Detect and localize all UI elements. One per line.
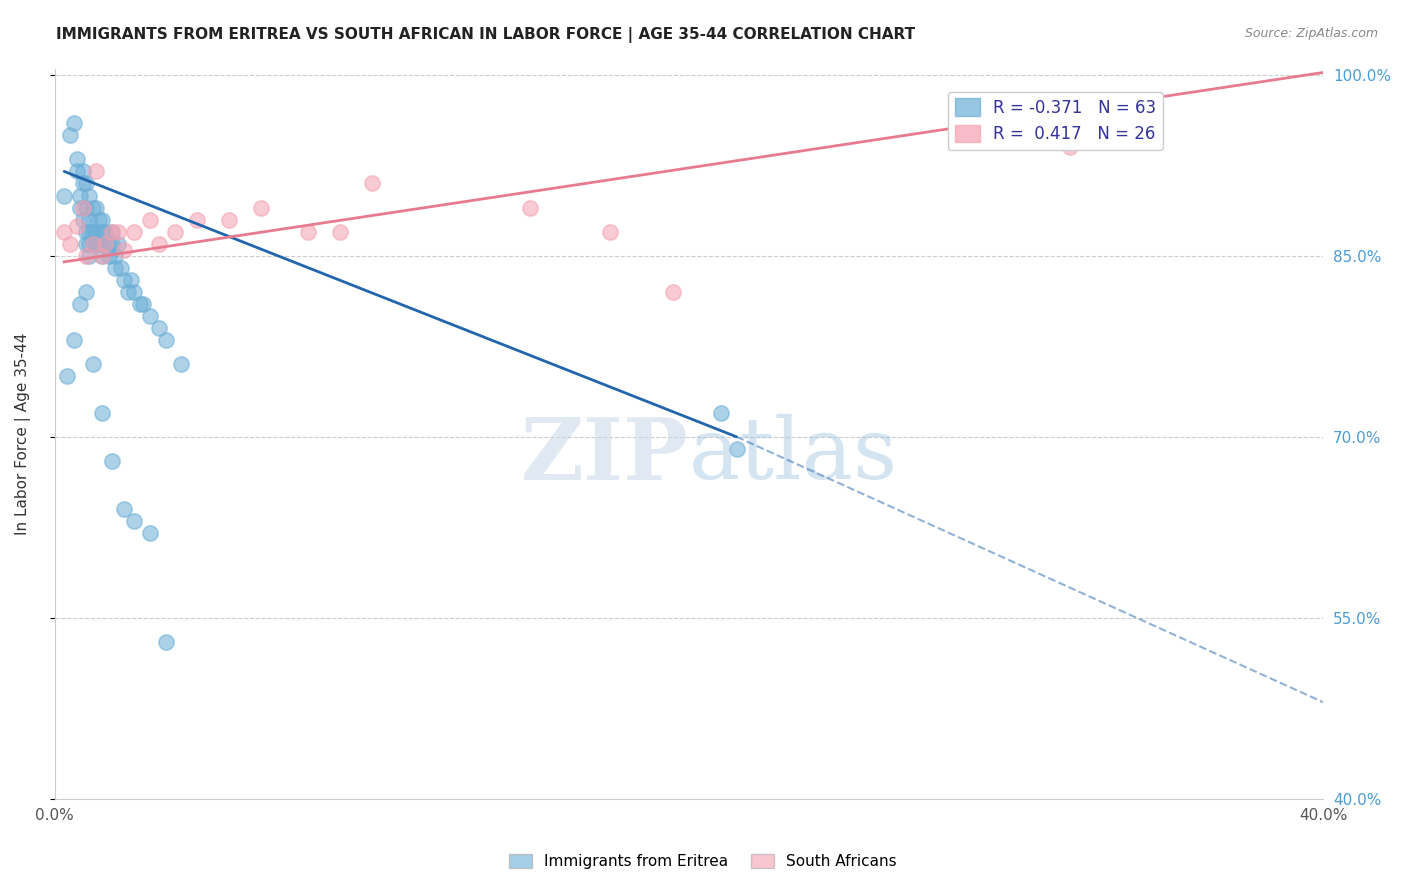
Point	[662, 285, 685, 299]
Point	[112, 273, 135, 287]
Point	[186, 212, 208, 227]
Point	[97, 236, 120, 251]
Point	[91, 212, 114, 227]
Text: Source: ZipAtlas.com: Source: ZipAtlas.com	[1244, 27, 1378, 40]
Point	[122, 514, 145, 528]
Point	[91, 249, 114, 263]
Point	[100, 454, 122, 468]
Point	[139, 309, 162, 323]
Point	[599, 225, 621, 239]
Point	[94, 236, 117, 251]
Point	[519, 201, 541, 215]
Point	[87, 212, 110, 227]
Point	[72, 212, 94, 227]
Text: atlas: atlas	[689, 414, 898, 497]
Point	[56, 369, 79, 384]
Point	[59, 236, 82, 251]
Y-axis label: In Labor Force | Age 35-44: In Labor Force | Age 35-44	[15, 333, 31, 535]
Point	[79, 225, 101, 239]
Point	[53, 225, 76, 239]
Point	[139, 212, 162, 227]
Point	[75, 285, 97, 299]
Point	[170, 358, 193, 372]
Point	[75, 249, 97, 263]
Point	[75, 201, 97, 215]
Point	[69, 201, 91, 215]
Point	[82, 358, 104, 372]
Point	[710, 406, 733, 420]
Point	[75, 225, 97, 239]
Point	[122, 225, 145, 239]
Point	[155, 635, 177, 649]
Text: ZIP: ZIP	[522, 414, 689, 498]
Point	[72, 164, 94, 178]
Point	[82, 236, 104, 251]
Point	[110, 260, 132, 275]
Point	[53, 188, 76, 202]
Point	[82, 236, 104, 251]
Point	[360, 177, 382, 191]
Legend: Immigrants from Eritrea, South Africans: Immigrants from Eritrea, South Africans	[503, 848, 903, 875]
Point	[120, 273, 142, 287]
Point	[107, 236, 129, 251]
Point	[66, 219, 89, 233]
Point	[97, 249, 120, 263]
Point	[107, 225, 129, 239]
Point	[72, 201, 94, 215]
Point	[91, 225, 114, 239]
Point	[91, 406, 114, 420]
Point	[100, 225, 122, 239]
Point	[79, 236, 101, 251]
Point	[84, 164, 107, 178]
Point	[66, 153, 89, 167]
Point	[1059, 140, 1081, 154]
Point	[112, 243, 135, 257]
Point	[79, 212, 101, 227]
Point	[69, 297, 91, 311]
Point	[79, 188, 101, 202]
Point	[82, 225, 104, 239]
Point	[297, 225, 319, 239]
Point	[94, 236, 117, 251]
Point	[329, 225, 352, 239]
Point	[218, 212, 240, 227]
Point	[122, 285, 145, 299]
Point	[62, 334, 84, 348]
Point	[84, 201, 107, 215]
Point	[155, 334, 177, 348]
Point	[129, 297, 152, 311]
Point	[72, 177, 94, 191]
Point	[69, 188, 91, 202]
Point	[148, 321, 170, 335]
Point	[87, 236, 110, 251]
Point	[165, 225, 187, 239]
Point	[104, 260, 127, 275]
Point	[75, 177, 97, 191]
Point	[148, 236, 170, 251]
Point	[82, 201, 104, 215]
Point	[112, 502, 135, 516]
Point	[249, 201, 271, 215]
Text: IMMIGRANTS FROM ERITREA VS SOUTH AFRICAN IN LABOR FORCE | AGE 35-44 CORRELATION : IMMIGRANTS FROM ERITREA VS SOUTH AFRICAN…	[56, 27, 915, 43]
Point	[91, 249, 114, 263]
Point	[66, 164, 89, 178]
Point	[62, 116, 84, 130]
Point	[59, 128, 82, 143]
Point	[84, 236, 107, 251]
Point	[75, 236, 97, 251]
Point	[100, 225, 122, 239]
Point	[79, 249, 101, 263]
Point	[132, 297, 155, 311]
Point	[725, 442, 748, 456]
Legend: R = -0.371   N = 63, R =  0.417   N = 26: R = -0.371 N = 63, R = 0.417 N = 26	[948, 92, 1163, 150]
Point	[104, 249, 127, 263]
Point	[100, 236, 122, 251]
Point	[84, 225, 107, 239]
Point	[139, 526, 162, 541]
Point	[94, 225, 117, 239]
Point	[117, 285, 139, 299]
